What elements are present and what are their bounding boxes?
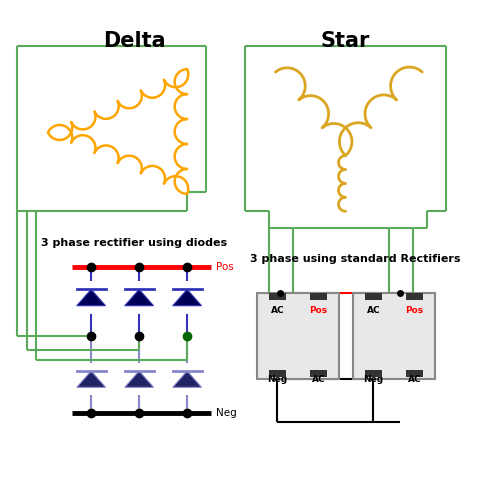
Bar [310,293,327,300]
Text: AC: AC [408,375,421,384]
Bar [406,370,423,377]
Text: Neg: Neg [267,375,288,384]
Polygon shape [125,289,154,306]
Text: Neg: Neg [363,375,384,384]
Text: Pos: Pos [310,306,328,315]
Text: Star: Star [321,31,370,51]
Bar [353,293,435,379]
Polygon shape [125,371,154,387]
Text: 3 phase rectifier using diodes: 3 phase rectifier using diodes [41,238,228,248]
Bar [365,370,382,377]
Text: AC: AC [271,306,284,315]
Text: Pos: Pos [216,262,234,272]
Text: AC: AC [312,375,325,384]
Polygon shape [77,289,106,306]
Bar [269,370,286,377]
Bar [365,293,382,300]
Bar [269,293,286,300]
Bar [406,293,423,300]
Text: 3 phase using standard Rectifiers: 3 phase using standard Rectifiers [250,254,460,264]
Polygon shape [173,289,202,306]
Text: Neg: Neg [216,408,237,418]
Bar [310,370,327,377]
Text: AC: AC [367,306,380,315]
Text: Pos: Pos [406,306,424,315]
Polygon shape [173,371,202,387]
Polygon shape [77,371,106,387]
Bar [257,293,339,379]
Text: Delta: Delta [103,31,166,51]
